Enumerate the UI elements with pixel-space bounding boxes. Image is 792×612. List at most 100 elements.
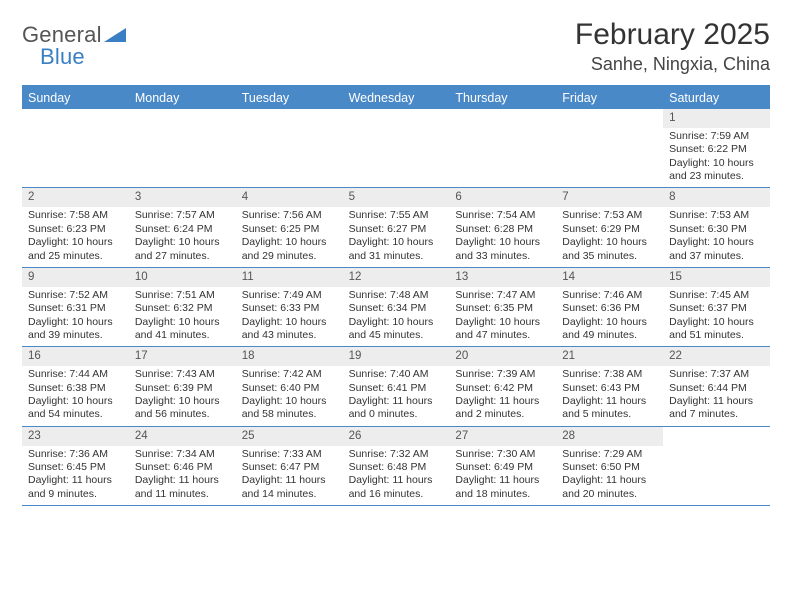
day-number: 4 <box>236 188 343 207</box>
day-details: Sunrise: 7:53 AMSunset: 6:29 PMDaylight:… <box>556 207 663 267</box>
calendar-cell: 16Sunrise: 7:44 AMSunset: 6:38 PMDayligh… <box>22 347 129 425</box>
calendar-cell: 19Sunrise: 7:40 AMSunset: 6:41 PMDayligh… <box>343 347 450 425</box>
calendar-cell <box>236 109 343 187</box>
day-number: 11 <box>236 268 343 287</box>
sunset-text: Sunset: 6:40 PM <box>242 382 337 395</box>
calendar-cell: 21Sunrise: 7:38 AMSunset: 6:43 PMDayligh… <box>556 347 663 425</box>
calendar-cell: 23Sunrise: 7:36 AMSunset: 6:45 PMDayligh… <box>22 427 129 505</box>
sunrise-text: Sunrise: 7:39 AM <box>455 368 550 381</box>
calendar-weeks: 1Sunrise: 7:59 AMSunset: 6:22 PMDaylight… <box>22 109 770 506</box>
daylight-text: Daylight: 11 hours and 0 minutes. <box>349 395 444 422</box>
sunset-text: Sunset: 6:45 PM <box>28 461 123 474</box>
sunset-text: Sunset: 6:39 PM <box>135 382 230 395</box>
calendar-cell: 13Sunrise: 7:47 AMSunset: 6:35 PMDayligh… <box>449 268 556 346</box>
daylight-text: Daylight: 10 hours and 25 minutes. <box>28 236 123 263</box>
day-number: 24 <box>129 427 236 446</box>
sunset-text: Sunset: 6:33 PM <box>242 302 337 315</box>
daylight-text: Daylight: 10 hours and 47 minutes. <box>455 316 550 343</box>
day-number: 17 <box>129 347 236 366</box>
day-number: 14 <box>556 268 663 287</box>
sunset-text: Sunset: 6:41 PM <box>349 382 444 395</box>
day-number: 21 <box>556 347 663 366</box>
sunrise-text: Sunrise: 7:59 AM <box>669 130 764 143</box>
day-details: Sunrise: 7:54 AMSunset: 6:28 PMDaylight:… <box>449 207 556 267</box>
daylight-text: Daylight: 11 hours and 16 minutes. <box>349 474 444 501</box>
sunset-text: Sunset: 6:28 PM <box>455 223 550 236</box>
day-details: Sunrise: 7:29 AMSunset: 6:50 PMDaylight:… <box>556 446 663 506</box>
day-details: Sunrise: 7:57 AMSunset: 6:24 PMDaylight:… <box>129 207 236 267</box>
sunset-text: Sunset: 6:34 PM <box>349 302 444 315</box>
sunset-text: Sunset: 6:37 PM <box>669 302 764 315</box>
calendar-cell: 7Sunrise: 7:53 AMSunset: 6:29 PMDaylight… <box>556 188 663 266</box>
day-details: Sunrise: 7:53 AMSunset: 6:30 PMDaylight:… <box>663 207 770 267</box>
sunrise-text: Sunrise: 7:54 AM <box>455 209 550 222</box>
day-number: 5 <box>343 188 450 207</box>
sunrise-text: Sunrise: 7:51 AM <box>135 289 230 302</box>
day-details: Sunrise: 7:30 AMSunset: 6:49 PMDaylight:… <box>449 446 556 506</box>
sunrise-text: Sunrise: 7:52 AM <box>28 289 123 302</box>
daylight-text: Daylight: 11 hours and 9 minutes. <box>28 474 123 501</box>
calendar-cell: 1Sunrise: 7:59 AMSunset: 6:22 PMDaylight… <box>663 109 770 187</box>
sunset-text: Sunset: 6:23 PM <box>28 223 123 236</box>
sunrise-text: Sunrise: 7:46 AM <box>562 289 657 302</box>
calendar-cell: 5 Sunrise: 7:55 AMSunset: 6:27 PMDaylight… <box>343 188 450 266</box>
sunset-text: Sunset: 6:48 PM <box>349 461 444 474</box>
day-details: Sunrise: 7:58 AMSunset: 6:23 PMDaylight:… <box>22 207 129 267</box>
sunrise-text: Sunrise: 7:40 AM <box>349 368 444 381</box>
sunset-text: Sunset: 6:24 PM <box>135 223 230 236</box>
sunset-text: Sunset: 6:27 PM <box>349 223 444 236</box>
daylight-text: Daylight: 10 hours and 49 minutes. <box>562 316 657 343</box>
daylight-text: Daylight: 11 hours and 20 minutes. <box>562 474 657 501</box>
calendar-cell <box>129 109 236 187</box>
sunset-text: Sunset: 6:31 PM <box>28 302 123 315</box>
day-details: Sunrise: 7:34 AMSunset: 6:46 PMDaylight:… <box>129 446 236 506</box>
daylight-text: Daylight: 11 hours and 2 minutes. <box>455 395 550 422</box>
day-details: Sunrise: 7:37 AMSunset: 6:44 PMDaylight:… <box>663 366 770 426</box>
calendar-cell: 24Sunrise: 7:34 AMSunset: 6:46 PMDayligh… <box>129 427 236 505</box>
day-number: 10 <box>129 268 236 287</box>
daylight-text: Daylight: 10 hours and 37 minutes. <box>669 236 764 263</box>
sunrise-text: Sunrise: 7:36 AM <box>28 448 123 461</box>
day-header-sunday: Sunday <box>22 87 129 109</box>
calendar-cell: 17Sunrise: 7:43 AMSunset: 6:39 PMDayligh… <box>129 347 236 425</box>
day-details: Sunrise: 7:56 AMSunset: 6:25 PMDaylight:… <box>236 207 343 267</box>
daylight-text: Daylight: 10 hours and 58 minutes. <box>242 395 337 422</box>
day-header-row: Sunday Monday Tuesday Wednesday Thursday… <box>22 87 770 109</box>
daylight-text: Daylight: 10 hours and 54 minutes. <box>28 395 123 422</box>
sunrise-text: Sunrise: 7:47 AM <box>455 289 550 302</box>
day-number: 7 <box>556 188 663 207</box>
calendar-week: 1Sunrise: 7:59 AMSunset: 6:22 PMDaylight… <box>22 109 770 188</box>
calendar-week: 2Sunrise: 7:58 AMSunset: 6:23 PMDaylight… <box>22 188 770 267</box>
sunset-text: Sunset: 6:22 PM <box>669 143 764 156</box>
daylight-text: Daylight: 10 hours and 51 minutes. <box>669 316 764 343</box>
location: Sanhe, Ningxia, China <box>575 54 770 75</box>
day-header-thursday: Thursday <box>449 87 556 109</box>
day-details: Sunrise: 7:46 AMSunset: 6:36 PMDaylight:… <box>556 287 663 347</box>
day-header-monday: Monday <box>129 87 236 109</box>
calendar-cell: 25Sunrise: 7:33 AMSunset: 6:47 PMDayligh… <box>236 427 343 505</box>
daylight-text: Daylight: 10 hours and 29 minutes. <box>242 236 337 263</box>
sunrise-text: Sunrise: 7:55 AM <box>349 209 444 222</box>
day-header-tuesday: Tuesday <box>236 87 343 109</box>
daylight-text: Daylight: 10 hours and 33 minutes. <box>455 236 550 263</box>
title-block: February 2025 Sanhe, Ningxia, China <box>575 18 770 75</box>
day-number: 13 <box>449 268 556 287</box>
calendar-cell: 14Sunrise: 7:46 AMSunset: 6:36 PMDayligh… <box>556 268 663 346</box>
day-number: 8 <box>663 188 770 207</box>
calendar-cell: 4Sunrise: 7:56 AMSunset: 6:25 PMDaylight… <box>236 188 343 266</box>
calendar-cell: 9Sunrise: 7:52 AMSunset: 6:31 PMDaylight… <box>22 268 129 346</box>
calendar-cell: 6Sunrise: 7:54 AMSunset: 6:28 PMDaylight… <box>449 188 556 266</box>
day-details: Sunrise: 7:45 AMSunset: 6:37 PMDaylight:… <box>663 287 770 347</box>
day-details: Sunrise: 7:39 AMSunset: 6:42 PMDaylight:… <box>449 366 556 426</box>
calendar-cell: 11Sunrise: 7:49 AMSunset: 6:33 PMDayligh… <box>236 268 343 346</box>
daylight-text: Daylight: 10 hours and 31 minutes. <box>349 236 444 263</box>
sunset-text: Sunset: 6:32 PM <box>135 302 230 315</box>
daylight-text: Daylight: 11 hours and 14 minutes. <box>242 474 337 501</box>
sunrise-text: Sunrise: 7:33 AM <box>242 448 337 461</box>
daylight-text: Daylight: 11 hours and 5 minutes. <box>562 395 657 422</box>
day-details: Sunrise: 7:52 AMSunset: 6:31 PMDaylight:… <box>22 287 129 347</box>
day-number: 28 <box>556 427 663 446</box>
calendar-week: 9Sunrise: 7:52 AMSunset: 6:31 PMDaylight… <box>22 268 770 347</box>
day-number: 15 <box>663 268 770 287</box>
day-number: 3 <box>129 188 236 207</box>
